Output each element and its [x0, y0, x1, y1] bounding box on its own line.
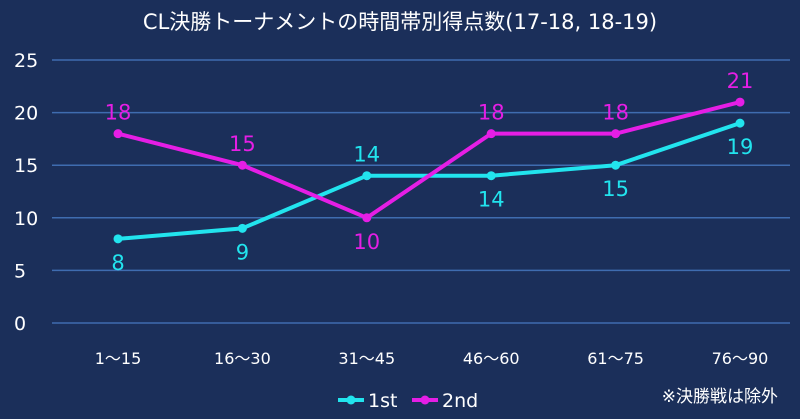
- x-tick-label-1: 1～15: [95, 349, 142, 368]
- series-2nd-point-5: [611, 129, 621, 139]
- legend-1st-marker: [346, 395, 356, 405]
- series-2nd-data-label-2: 15: [229, 132, 256, 156]
- series-1st-data-label-5: 15: [602, 177, 629, 201]
- series-2nd-data-label-6: 21: [727, 69, 754, 93]
- series-1st-point-2: [237, 223, 247, 233]
- y-tick-label-20: 20: [14, 103, 38, 125]
- x-tick-label-6: 76～90: [712, 349, 769, 368]
- x-tick-label-2: 16～30: [214, 349, 271, 368]
- series-2nd-point-1: [113, 129, 123, 139]
- legend-2nd-label: 2nd: [442, 390, 478, 412]
- x-tick-label-4: 46～60: [463, 349, 520, 368]
- series-1st-point-6: [735, 118, 745, 128]
- y-tick-label-15: 15: [14, 155, 38, 177]
- series-1st-point-3: [362, 171, 372, 181]
- series-1st-data-label-2: 9: [236, 240, 249, 264]
- legend-2nd-marker: [420, 395, 430, 405]
- y-tick-label-0: 0: [14, 313, 26, 335]
- series-1st-data-label-1: 8: [111, 251, 124, 275]
- series-2nd-data-label-4: 18: [478, 101, 505, 125]
- x-tick-label-3: 31～45: [338, 349, 395, 368]
- series-1st-data-label-4: 14: [478, 188, 505, 212]
- series-1st-line: [117, 121, 741, 241]
- series-2nd-data-label-3: 10: [353, 230, 380, 254]
- series-2nd-data-label-1: 18: [105, 101, 132, 125]
- series-2nd-point-4: [486, 129, 496, 139]
- series-1st-point-1: [113, 234, 123, 244]
- y-tick-label-25: 25: [14, 50, 38, 72]
- x-tick-label-5: 61～75: [587, 349, 644, 368]
- series-2nd-line: [117, 100, 741, 220]
- series-2nd-point-2: [237, 160, 247, 170]
- series-1st-point-5: [611, 160, 621, 170]
- series-1st-data-label-6: 19: [727, 135, 754, 159]
- chart-title: CL決勝トーナメントの時間帯別得点数(17-18, 18-19): [142, 10, 658, 34]
- series-2nd-point-3: [362, 213, 372, 223]
- footnote: ※決勝戦は除外: [661, 387, 778, 407]
- series-2nd-data-label-5: 18: [602, 101, 629, 125]
- y-tick-label-10: 10: [14, 208, 38, 230]
- series-1st-point-4: [486, 171, 496, 181]
- series-2nd-point-6: [735, 97, 745, 107]
- legend-1st-label: 1st: [368, 390, 397, 412]
- series-1st-data-label-3: 14: [353, 143, 380, 167]
- y-tick-label-5: 5: [14, 260, 26, 282]
